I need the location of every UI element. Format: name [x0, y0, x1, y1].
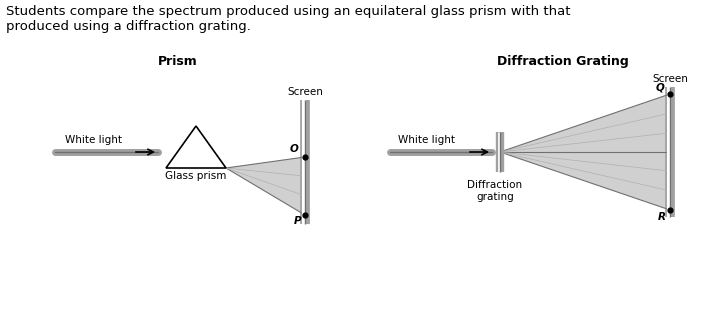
Text: Q: Q [656, 83, 665, 93]
Polygon shape [500, 152, 670, 210]
Text: Glass prism: Glass prism [165, 171, 227, 181]
Text: P: P [294, 216, 301, 226]
Polygon shape [166, 126, 226, 168]
Polygon shape [500, 94, 670, 152]
Text: Prism: Prism [158, 55, 198, 68]
Text: White light: White light [398, 135, 455, 145]
Text: R: R [658, 212, 666, 222]
Text: White light: White light [65, 135, 122, 145]
Text: O: O [290, 144, 299, 154]
Text: Diffraction Grating: Diffraction Grating [497, 55, 629, 68]
Polygon shape [226, 157, 305, 215]
Text: Screen: Screen [287, 87, 323, 97]
Text: Screen: Screen [652, 74, 688, 84]
Text: Diffraction
grating: Diffraction grating [467, 180, 523, 202]
Text: Students compare the spectrum produced using an equilateral glass prism with tha: Students compare the spectrum produced u… [6, 5, 571, 33]
